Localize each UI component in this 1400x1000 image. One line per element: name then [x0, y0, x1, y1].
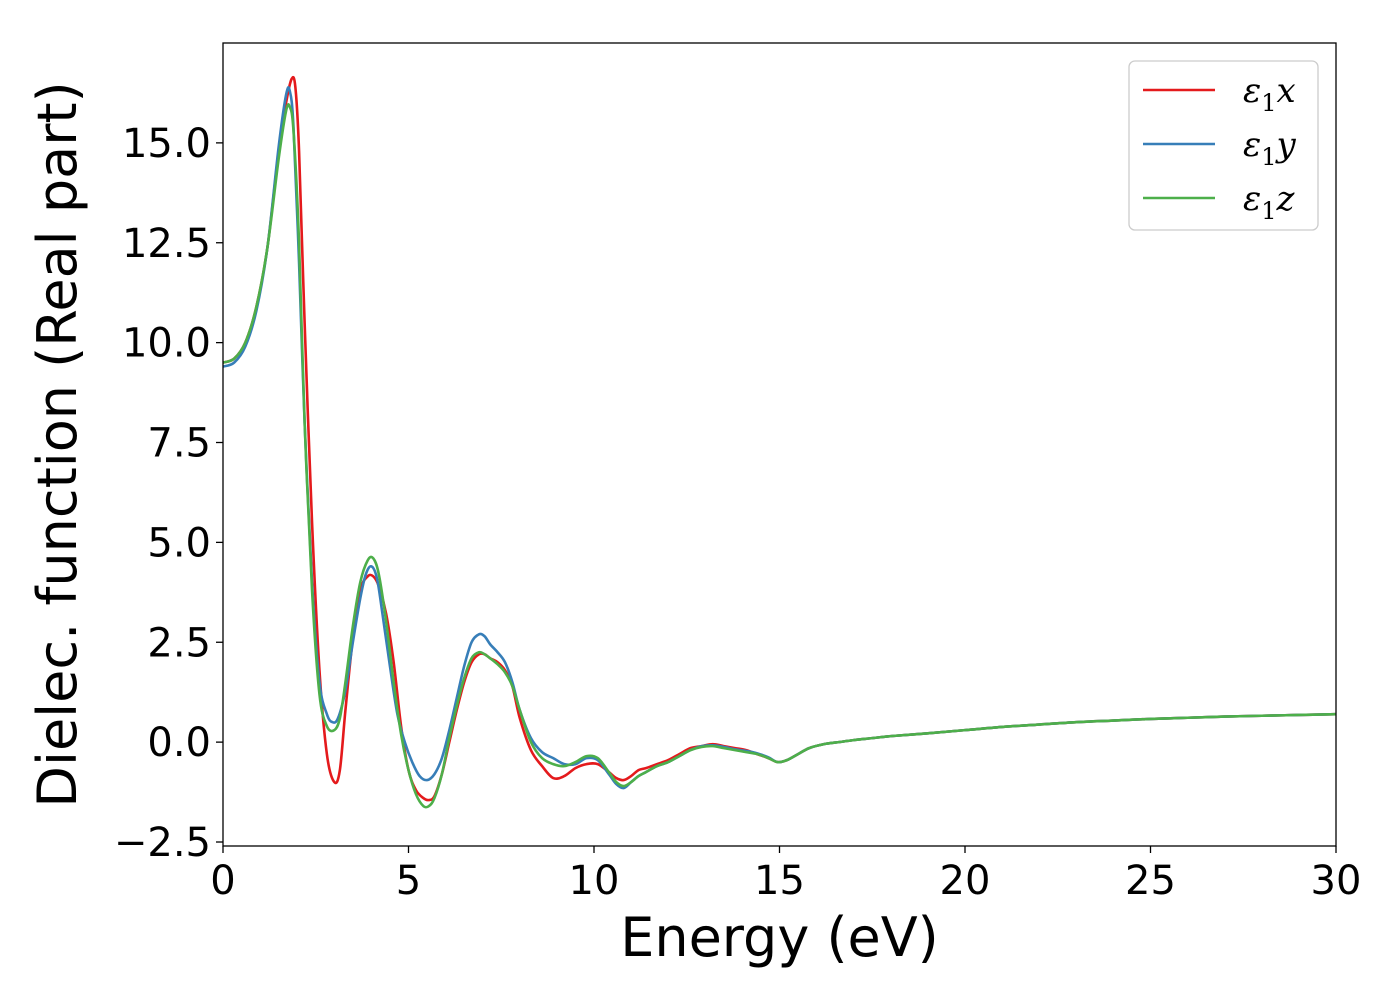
y-tick-label: 0.0	[147, 720, 211, 766]
series-line-z	[223, 103, 1336, 809]
x-axis-title: Energy (eV)	[620, 906, 939, 969]
legend-label-z: ε1z	[1243, 179, 1296, 225]
y-tick-label: 12.5	[122, 221, 211, 267]
legend-label-y: ε1y	[1243, 125, 1297, 171]
y-tick-label: 10.0	[122, 321, 211, 367]
series-layer	[223, 75, 1336, 809]
x-tick-label: 20	[940, 858, 991, 904]
x-tick-label: 15	[754, 858, 805, 904]
x-tick-label: 5	[396, 858, 421, 904]
legend-label-x: ε1x	[1243, 71, 1296, 117]
y-tick-label: 7.5	[147, 421, 211, 467]
x-tick-label: 10	[569, 858, 620, 904]
x-axis: 0 5 10 15 20 25 30	[210, 846, 1361, 904]
y-tick-label: 2.5	[147, 620, 211, 666]
x-tick-label: 0	[210, 858, 235, 904]
y-axis-title: Dielec. function (Real part)	[26, 81, 89, 807]
y-axis: −2.5 0.0 2.5 5.0 7.5 10.0 12.5 15.0	[114, 121, 223, 866]
x-tick-label: 30	[1311, 858, 1362, 904]
y-tick-label: 15.0	[122, 121, 211, 167]
y-tick-label: −2.5	[114, 820, 211, 866]
y-tick-label: 5.0	[147, 520, 211, 566]
legend-box	[1128, 60, 1319, 231]
legend: ε1x ε1y ε1z	[1128, 60, 1319, 231]
x-tick-label: 25	[1125, 858, 1176, 904]
